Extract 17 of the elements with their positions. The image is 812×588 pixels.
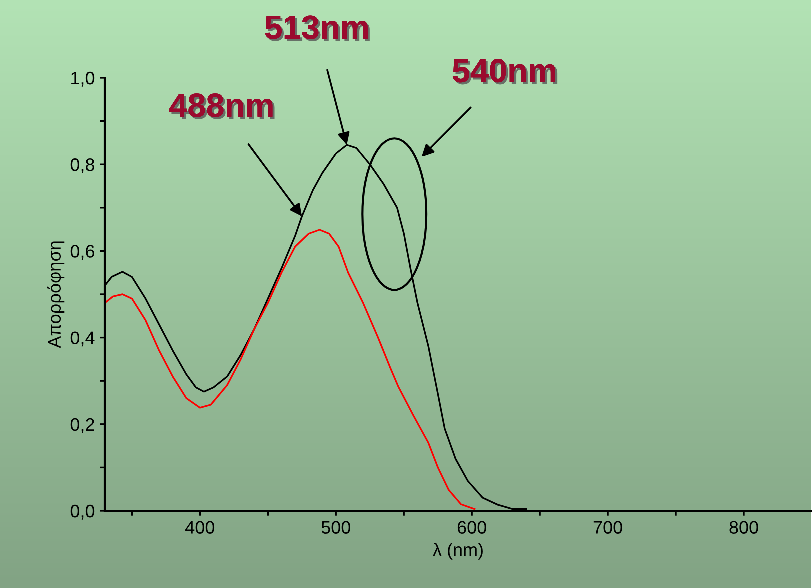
y-axis-title: Απορρόφηση bbox=[47, 242, 65, 348]
x-tick-label: 400 bbox=[186, 521, 215, 534]
y-tick-label: 0,6 bbox=[70, 245, 94, 260]
x-tick-label: 800 bbox=[730, 521, 758, 534]
line-series bbox=[105, 229, 476, 510]
x-axis-title: λ (nm) bbox=[433, 543, 483, 560]
y-tick-label: 0,8 bbox=[70, 158, 94, 174]
y-tick-label: 1,0 bbox=[72, 72, 95, 87]
y-tick-label: 0,2 bbox=[70, 418, 94, 434]
x-tick-label: 700 bbox=[594, 521, 622, 534]
annotation: 513nm bbox=[265, 16, 370, 42]
y-tick-label: 0,4 bbox=[70, 332, 95, 347]
annotation: 540nm bbox=[452, 59, 558, 85]
x-tick-label: 600 bbox=[458, 521, 486, 534]
x-tick-label: 500 bbox=[322, 521, 350, 534]
annotation: 488nm bbox=[170, 94, 275, 120]
y-tick-label: 0,0 bbox=[70, 504, 95, 520]
